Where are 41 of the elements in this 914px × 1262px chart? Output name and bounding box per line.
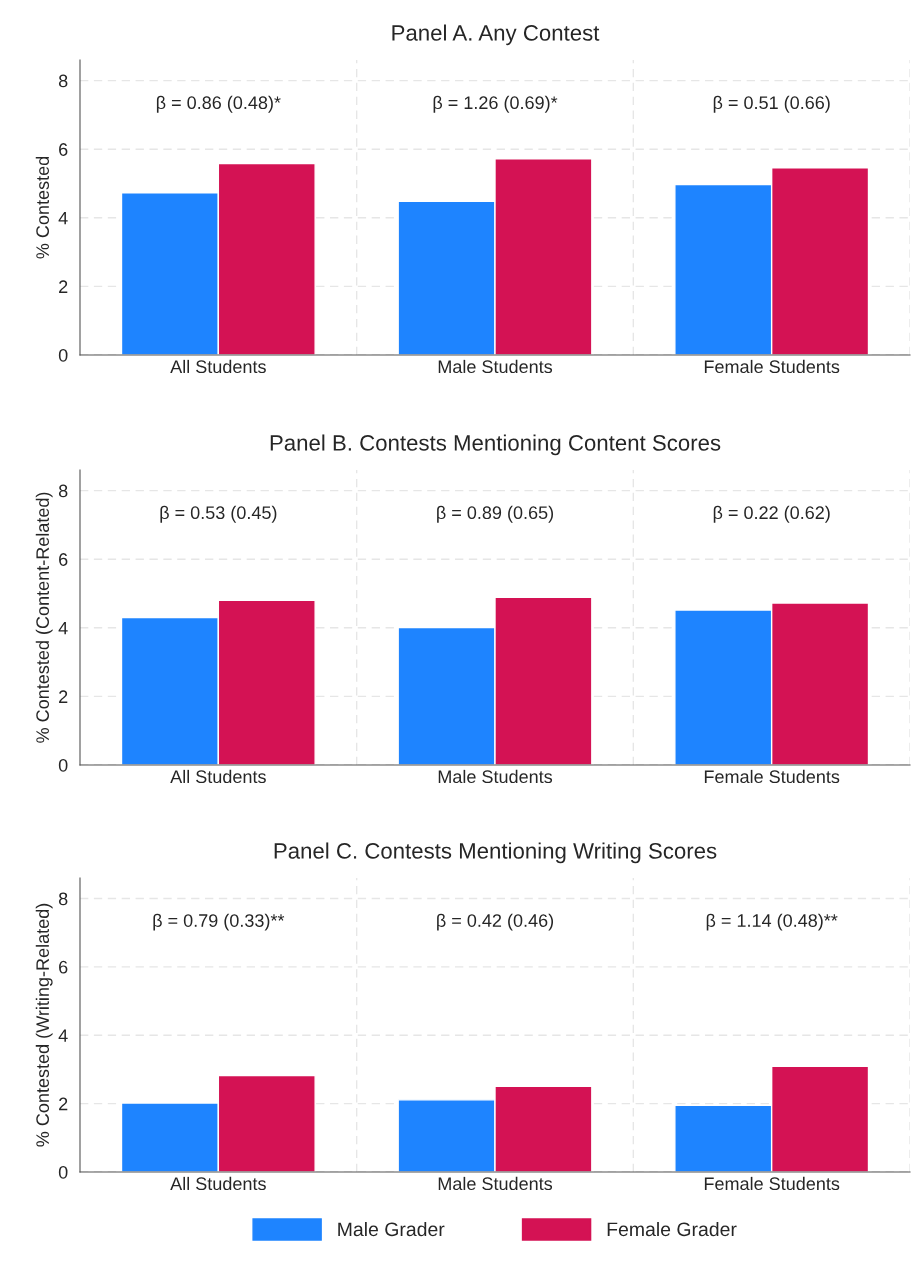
annotation: β = 0.53 (0.45) (160, 505, 277, 523)
annotation: β = 0.79 (0.33)** (153, 913, 285, 931)
annotation: β = 1.26 (0.69)* (433, 95, 558, 113)
x-tick-label: All Students (170, 1176, 266, 1191)
annotation: β = 0.42 (0.46) (437, 913, 554, 931)
x-tick-label: All Students (170, 359, 266, 374)
y-tick-label: 2 (59, 690, 68, 703)
y-tick-label: 0 (58, 1165, 68, 1179)
y-tick-label: 4 (58, 211, 68, 225)
y-tick-label: 0 (58, 758, 68, 772)
x-tick-label: Female Students (704, 769, 840, 784)
y-tick-label: 2 (59, 1097, 68, 1111)
y-tick-label: 4 (58, 621, 68, 635)
annotation: β = 1.14 (0.48)** (706, 913, 838, 931)
y-tick-label: 4 (58, 1029, 68, 1042)
annotation: β = 0.86 (0.48)* (156, 95, 281, 113)
x-tick-label: Male Students (438, 769, 553, 784)
legend-label: Female Grader (607, 1221, 737, 1237)
y-tick-label: 2 (59, 280, 68, 293)
annotation: β = 0.51 (0.66) (713, 95, 830, 113)
annotation: β = 0.89 (0.65) (437, 505, 554, 523)
y-tick-label: 6 (59, 553, 68, 566)
chart-title: Panel A. Any Contest (392, 24, 600, 46)
legend-label: Male Grader (338, 1221, 445, 1237)
y-axis-title: % Contested (Writing-Related) (35, 903, 53, 1147)
x-tick-label: All Students (170, 769, 266, 784)
x-tick-label: Female Students (704, 1176, 840, 1191)
y-tick-label: 6 (59, 143, 68, 156)
x-tick-label: Female Students (704, 359, 840, 374)
annotation: β = 0.22 (0.62) (713, 505, 830, 523)
y-tick-label: 6 (59, 960, 68, 974)
x-tick-label: Male Students (438, 1176, 553, 1191)
y-tick-label: 0 (58, 348, 68, 362)
chart-title: Panel C. Contests Mentioning Writing Scores (274, 842, 717, 864)
y-tick-label: 8 (58, 484, 68, 498)
y-axis-title: % Contested (35, 156, 50, 259)
chart-title: Panel B. Contests Mentioning Content Scores (270, 434, 721, 456)
y-tick-label: 8 (58, 74, 68, 88)
x-tick-label: Male Students (438, 359, 553, 374)
y-axis-title: % Contested (Content-Related) (35, 492, 53, 743)
y-tick-label: 8 (58, 892, 68, 906)
